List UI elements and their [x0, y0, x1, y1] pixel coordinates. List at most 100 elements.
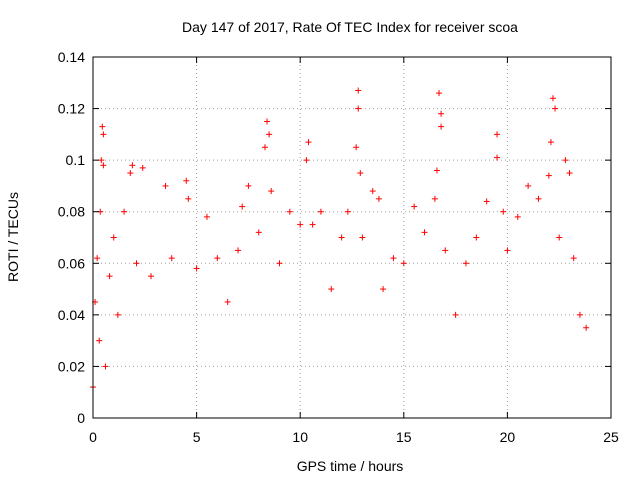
y-tick-label: 0.1	[66, 152, 86, 168]
scatter-points	[90, 87, 590, 391]
data-point	[438, 110, 445, 117]
data-point	[121, 208, 128, 215]
data-point	[264, 118, 271, 125]
data-point	[355, 105, 362, 112]
data-point	[390, 255, 397, 262]
data-point	[421, 229, 428, 236]
tick-labels: 0 5 10 15 20 25 0 0.02 0.04 0.06 0.08 0.1 0.12 0.14	[58, 49, 619, 445]
data-point	[566, 170, 573, 177]
y-tick-label: 0.08	[58, 204, 85, 220]
data-point	[139, 164, 146, 171]
data-point	[514, 213, 521, 220]
data-point	[380, 286, 387, 293]
data-point	[183, 177, 190, 184]
data-point	[185, 195, 192, 202]
data-point	[473, 234, 480, 241]
data-point	[162, 182, 169, 189]
data-point	[375, 195, 382, 202]
data-point	[286, 208, 293, 215]
data-point	[452, 311, 459, 318]
data-point	[483, 198, 490, 205]
data-point	[369, 188, 376, 195]
data-point	[98, 157, 105, 164]
data-point	[303, 157, 310, 164]
data-point	[535, 195, 542, 202]
y-axis-label: ROTI / TECUs	[5, 192, 21, 282]
data-point	[317, 208, 324, 215]
data-point	[255, 229, 262, 236]
x-axis-label: GPS time / hours	[297, 458, 404, 474]
data-point	[525, 182, 532, 189]
data-point	[355, 87, 362, 94]
data-point	[99, 123, 106, 130]
data-point	[266, 131, 273, 138]
data-point	[100, 162, 107, 169]
data-point	[168, 255, 175, 262]
data-point	[305, 139, 312, 146]
data-point	[570, 255, 577, 262]
x-tick-label: 25	[603, 429, 619, 445]
data-point	[261, 144, 268, 151]
x-tick-label: 10	[292, 429, 308, 445]
data-point	[562, 157, 569, 164]
data-point	[433, 167, 440, 174]
data-point	[268, 188, 275, 195]
data-point	[359, 234, 366, 241]
data-point	[96, 337, 103, 344]
chart-title: Day 147 of 2017, Rate Of TEC Index for r…	[182, 19, 518, 35]
data-point	[583, 324, 590, 331]
data-point	[494, 154, 501, 161]
data-point	[436, 90, 443, 97]
data-point	[552, 105, 559, 112]
data-point	[411, 203, 418, 210]
data-point	[114, 311, 121, 318]
data-point	[127, 170, 134, 177]
data-point	[438, 123, 445, 130]
data-point	[547, 139, 554, 146]
data-point	[400, 260, 407, 267]
x-tick-label: 15	[396, 429, 412, 445]
data-point	[328, 286, 335, 293]
data-point	[462, 260, 469, 267]
data-point	[129, 162, 136, 169]
data-point	[100, 131, 107, 138]
data-point	[431, 195, 438, 202]
data-point	[545, 172, 552, 179]
data-point	[203, 213, 210, 220]
x-tick-label: 20	[500, 429, 516, 445]
x-tick-label: 5	[193, 429, 201, 445]
data-point	[102, 363, 109, 370]
y-tick-label: 0.04	[58, 307, 85, 323]
x-tick-label: 0	[89, 429, 97, 445]
data-point	[110, 234, 117, 241]
y-tick-label: 0.02	[58, 358, 85, 374]
data-point	[214, 255, 221, 262]
data-point	[344, 208, 351, 215]
data-point	[239, 203, 246, 210]
data-point	[357, 170, 364, 177]
data-point	[235, 247, 242, 254]
data-point	[576, 311, 583, 318]
y-tick-label: 0.14	[58, 49, 85, 65]
data-point	[442, 247, 449, 254]
data-point	[94, 255, 101, 262]
data-point	[556, 234, 563, 241]
plot-frame	[92, 56, 612, 419]
y-tick-label: 0.12	[58, 101, 85, 117]
data-point	[193, 265, 200, 272]
data-point	[494, 131, 501, 138]
y-tick-label: 0	[77, 410, 85, 426]
data-point	[224, 298, 231, 305]
data-point	[148, 273, 155, 280]
data-point	[549, 95, 556, 102]
data-point	[353, 144, 360, 151]
data-point	[106, 273, 113, 280]
data-point	[245, 182, 252, 189]
data-point	[338, 234, 345, 241]
axis-ticks	[92, 56, 612, 419]
data-point	[297, 221, 304, 228]
grid	[93, 57, 611, 418]
